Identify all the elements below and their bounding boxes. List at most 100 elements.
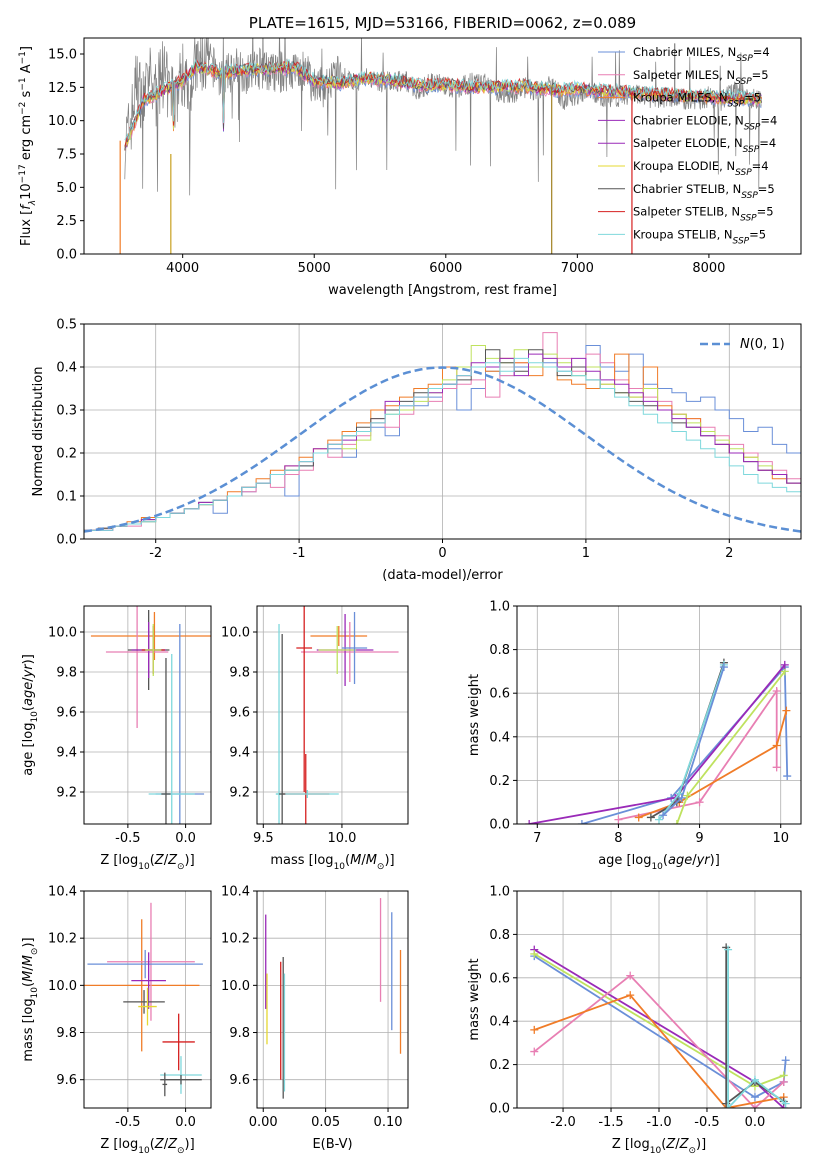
plot-area bbox=[119, 38, 762, 254]
plot-area bbox=[84, 902, 203, 1097]
label-part: Z bbox=[679, 1137, 690, 1152]
y-tick-label: 0.0 bbox=[489, 1102, 510, 1117]
axes-frame bbox=[516, 890, 802, 1109]
label-part: =4 bbox=[760, 113, 777, 127]
label-part: M bbox=[350, 853, 361, 868]
x-tick-label: -2 bbox=[149, 546, 162, 561]
mass-weight-marker bbox=[675, 789, 684, 798]
y-tick-label: 0.8 bbox=[489, 928, 510, 943]
label-part: N bbox=[740, 337, 750, 352]
label-part: Z bbox=[154, 853, 165, 868]
x-axis-label: age [log10(age/yr)] bbox=[598, 853, 720, 872]
x-tick-label: -2.0 bbox=[550, 1115, 575, 1130]
legend-entry-text: N(0, 1) bbox=[740, 337, 785, 352]
y-tick-label: 10.4 bbox=[48, 885, 77, 900]
x-tick-label: 8000 bbox=[692, 261, 725, 276]
mass-weight-marker bbox=[659, 811, 668, 820]
mass-weight-marker bbox=[772, 687, 781, 696]
axes-frame bbox=[83, 323, 802, 540]
mass-weight-marker bbox=[750, 1075, 759, 1084]
y-axis-label: mass weight bbox=[467, 674, 482, 756]
label-part: Chabrier ELODIE, N bbox=[633, 113, 744, 127]
gridlines bbox=[84, 323, 801, 540]
label-part: / bbox=[21, 677, 36, 682]
y-tick-label: 1.0 bbox=[489, 600, 510, 615]
y-tick-label: 0.0 bbox=[56, 533, 77, 548]
label-part: )] bbox=[696, 1137, 706, 1152]
legend-entry-text: Kroupa STELIB, NSSP=5 bbox=[633, 227, 766, 246]
label-part: 10 bbox=[30, 987, 40, 999]
x-tick-label: 0.0 bbox=[175, 831, 196, 846]
mass-weight-marker bbox=[724, 1104, 733, 1108]
label-part: yr bbox=[696, 853, 712, 868]
gridlines bbox=[84, 606, 211, 824]
label-part: ( bbox=[661, 1137, 666, 1152]
label-part: f bbox=[19, 203, 34, 210]
x-tick-label: -0.5 bbox=[115, 1115, 140, 1130]
y-tick-label: 9.6 bbox=[56, 706, 77, 721]
axes-age_vs_Z: -0.5 0.09.29.49.69.810.0Z [log10(Z/Z⊙)]ag… bbox=[21, 605, 212, 872]
label-part: 10 bbox=[651, 862, 663, 872]
x-tick-label: 6000 bbox=[429, 261, 462, 276]
y-tick-label: 12.5 bbox=[48, 81, 77, 96]
y-tick-label: 0.0 bbox=[56, 248, 77, 263]
mass-weight-line bbox=[529, 664, 786, 824]
y-tick-label: 15.0 bbox=[48, 48, 77, 63]
label-part: −1 bbox=[18, 77, 28, 90]
y-axis-label: Normed distribution bbox=[31, 367, 46, 497]
mass-weight-line bbox=[581, 664, 789, 824]
y-tick-label: 9.6 bbox=[229, 1073, 250, 1088]
mass-weight-marker bbox=[779, 1077, 788, 1086]
gridlines bbox=[517, 890, 801, 1109]
label-part: Salpeter ELODIE, N bbox=[633, 136, 743, 150]
axes-residuals: -2 -1 0 1 2 0.0 0.1 0.2 0.3 0.4 0.5 (data-model)/er… bbox=[31, 318, 802, 583]
label-part: Z bbox=[665, 1137, 676, 1152]
label-part: =4 bbox=[759, 136, 776, 150]
label-part: Chabrier MILES, N bbox=[633, 45, 736, 59]
axes-frame bbox=[83, 37, 802, 255]
label-part: Z [log bbox=[612, 1137, 650, 1152]
x-tick-label: 1 bbox=[582, 546, 590, 561]
label-part: yr bbox=[21, 663, 36, 679]
mass-weight-marker bbox=[683, 791, 692, 800]
y-tick-label: 0.1 bbox=[56, 490, 77, 505]
label-part: )] bbox=[185, 853, 195, 868]
y-tick-label: 9.8 bbox=[56, 1026, 77, 1041]
axes-frame bbox=[256, 890, 409, 1109]
label-part: age bbox=[668, 853, 692, 868]
label-part: )] bbox=[710, 853, 720, 868]
label-part: / bbox=[692, 853, 697, 868]
label-part: s bbox=[19, 90, 34, 101]
label-part: =4 bbox=[753, 45, 770, 59]
label-part: Z bbox=[154, 1137, 165, 1152]
y-tick-label: 9.8 bbox=[56, 666, 77, 681]
label-part: Salpeter MILES, N bbox=[633, 68, 735, 82]
y-tick-label: 10.0 bbox=[221, 979, 250, 994]
histogram-step bbox=[84, 353, 801, 539]
mass-weight-marker bbox=[655, 815, 663, 824]
x-tick-label: 2 bbox=[725, 546, 733, 561]
x-tick-label: 7000 bbox=[561, 261, 594, 276]
x-axis-label: E(B-V) bbox=[312, 1137, 352, 1152]
label-part: 10 bbox=[138, 862, 150, 872]
label-part: Chabrier STELIB, N bbox=[633, 182, 741, 196]
x-tick-label: -1 bbox=[293, 546, 306, 561]
label-part: =5 bbox=[752, 68, 769, 82]
x-tick-label: 9.5 bbox=[253, 831, 274, 846]
mass-weight-line bbox=[727, 949, 787, 1108]
axes-frame bbox=[516, 605, 802, 825]
x-axis-label: wavelength [Angstrom, rest frame] bbox=[328, 283, 557, 298]
x-axis-label: Z [log10(Z/Z⊙)] bbox=[100, 853, 194, 872]
y-tick-label: 5.0 bbox=[56, 181, 77, 196]
model-spectrum-line bbox=[124, 64, 762, 148]
label-part: ⊙ bbox=[177, 1146, 185, 1156]
plot-area bbox=[525, 658, 792, 824]
label-part: )] bbox=[185, 1137, 195, 1152]
label-part: M bbox=[21, 971, 36, 982]
y-tick-label: 10.2 bbox=[48, 932, 77, 947]
legend-entry-text: Salpeter STELIB, NSSP=5 bbox=[633, 205, 774, 224]
x-tick-label: 0 bbox=[438, 546, 446, 561]
mass-weight-line bbox=[533, 974, 785, 1108]
label-part: Z bbox=[167, 853, 178, 868]
